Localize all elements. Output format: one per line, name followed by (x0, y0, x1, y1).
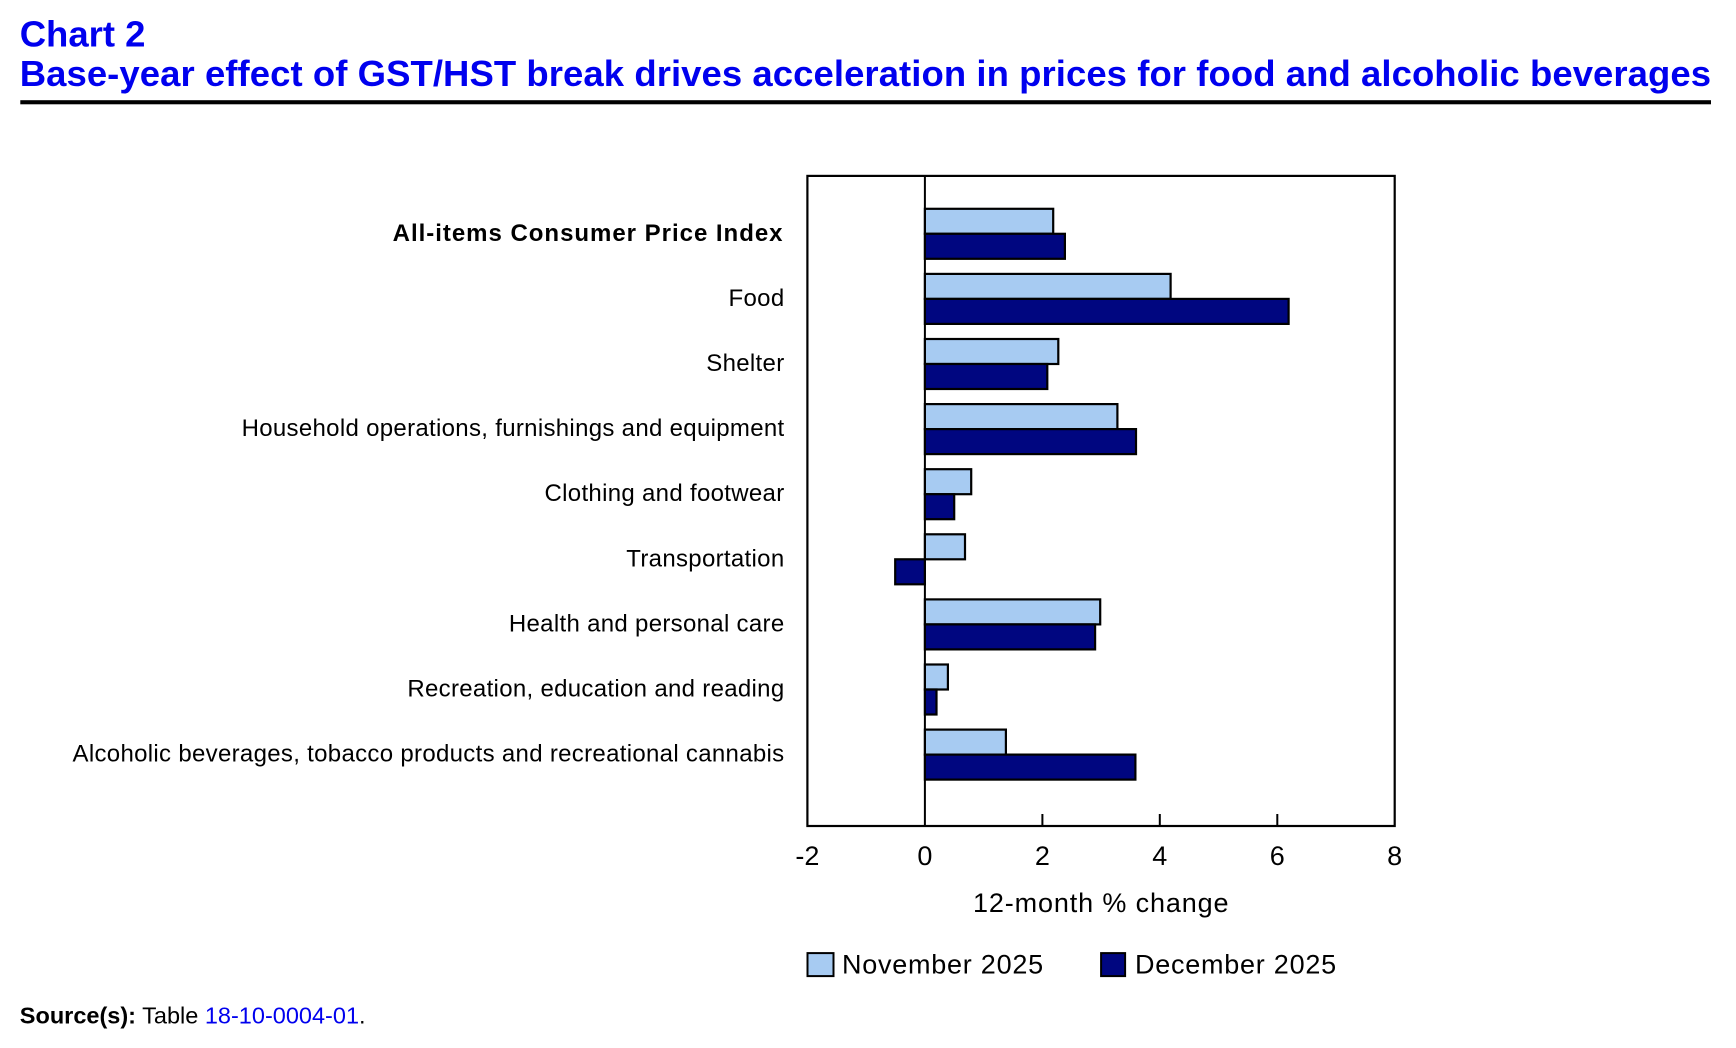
svg-text:12-month % change: 12-month % change (973, 888, 1229, 918)
svg-text:Alcoholic beverages, tobacco p: Alcoholic beverages, tobacco products an… (73, 741, 785, 768)
svg-text:Household operations, furnishi: Household operations, furnishings and eq… (242, 415, 785, 442)
svg-text:8: 8 (1387, 841, 1402, 871)
svg-text:Transportation: Transportation (626, 545, 784, 572)
svg-text:Food: Food (729, 285, 785, 312)
svg-text:Base-year effect of GST/HST br: Base-year effect of GST/HST break drives… (20, 53, 1711, 94)
svg-text:4: 4 (1152, 841, 1167, 871)
svg-text:6: 6 (1270, 841, 1285, 871)
svg-text:0: 0 (917, 841, 932, 871)
svg-text:December 2025: December 2025 (1135, 950, 1337, 980)
svg-text:2: 2 (1035, 841, 1050, 871)
svg-text:Shelter: Shelter (706, 350, 784, 377)
svg-text:Recreation, education and read: Recreation, education and reading (407, 676, 784, 703)
svg-text:Clothing and footwear: Clothing and footwear (545, 480, 785, 507)
svg-text:Source(s): Table 18-10-0004-01: Source(s): Table 18-10-0004-01. (20, 1003, 366, 1029)
svg-text:November 2025: November 2025 (842, 950, 1044, 980)
svg-text:-2: -2 (795, 841, 819, 871)
svg-text:Health and personal care: Health and personal care (509, 610, 785, 637)
svg-text:All-items Consumer Price Index: All-items Consumer Price Index (393, 220, 784, 247)
svg-text:Chart 2: Chart 2 (20, 13, 146, 54)
